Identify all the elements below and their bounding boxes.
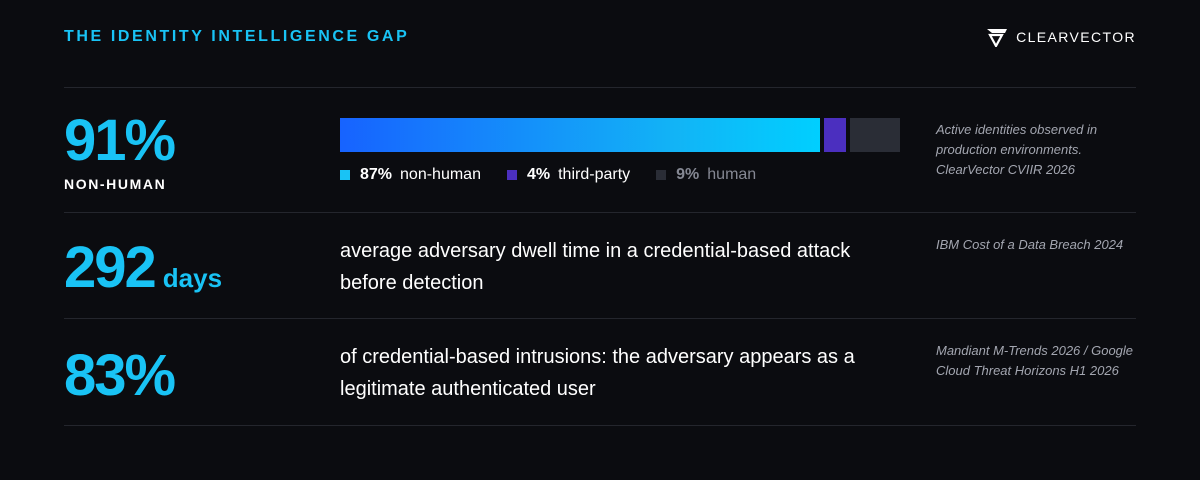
stat-unit: days [162, 263, 223, 293]
legend-swatch [340, 170, 350, 180]
source-citation: IBM Cost of a Data Breach 2024 [936, 237, 1124, 252]
legend-value: 9% [676, 166, 700, 183]
legend-label: human [707, 166, 757, 183]
bar-segment-third-party [824, 118, 847, 152]
page-title: THE IDENTITY INTELLIGENCE GAP [64, 27, 410, 45]
stat-description: of credential-based intrusions: the adve… [340, 346, 855, 400]
clearvector-logo-icon [987, 28, 1008, 47]
stat-subtitle: NON-HUMAN [64, 176, 167, 192]
legend-value: 4% [526, 166, 551, 183]
stat-value: 91% [64, 108, 176, 173]
stat-row-non-human: 91% NON-HUMAN 87% non-human 4% third-par… [64, 88, 1136, 213]
stat-row-dwell-time: 292 days average adversary dwell time in … [64, 213, 1136, 319]
source-citation: Mandiant M-Trends 2026 / Google Cloud Th… [936, 343, 1134, 378]
legend-swatch [656, 170, 667, 180]
bar-segment-non-human [340, 118, 821, 152]
legend-item-human: 9% human [656, 166, 756, 184]
stat-value: 292 [64, 235, 157, 300]
identity-breakdown-bar [340, 118, 900, 152]
legend-label: non-human [400, 166, 481, 183]
legend-item-third-party: 4% third-party [506, 166, 631, 184]
brand-name: CLEARVECTOR [1016, 28, 1136, 45]
source-citation: Active identities observed in production… [936, 122, 1098, 177]
brand: CLEARVECTOR [986, 27, 1136, 47]
stat-value: 83% [64, 343, 176, 408]
legend-item-non-human: 87% non-human [340, 166, 481, 184]
stat-value-wrap: 292 days [64, 239, 222, 297]
legend-swatch [506, 170, 517, 180]
bar-segment-human [850, 118, 900, 152]
legend-label: third-party [558, 166, 631, 183]
legend-value: 87% [360, 166, 393, 183]
bar-legend: 87% non-human 4% third-party 9% human [340, 166, 756, 184]
stat-description: average adversary dwell time in a creden… [340, 240, 851, 294]
header: THE IDENTITY INTELLIGENCE GAP CLEARVECTO… [64, 0, 1136, 88]
stat-row-intrusions: 83% of credential-based intrusions: the … [64, 319, 1136, 426]
